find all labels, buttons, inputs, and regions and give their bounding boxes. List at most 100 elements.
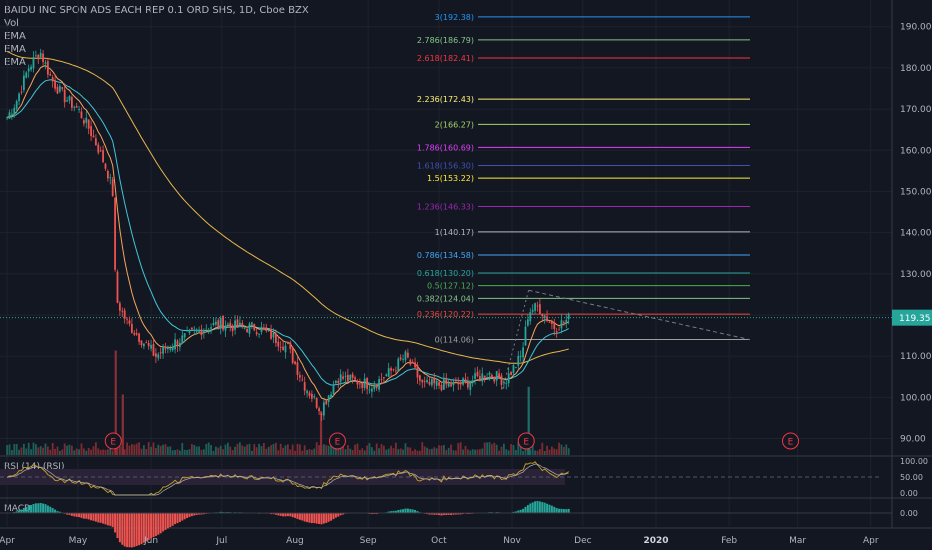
volume-bar <box>306 449 308 455</box>
volume-bar <box>226 442 229 455</box>
candle-body <box>560 320 563 329</box>
volume-bar <box>190 444 193 455</box>
candle-body <box>8 112 11 119</box>
volume-bar <box>298 444 301 455</box>
fib-level-label: 1.236(146.33) <box>417 203 474 212</box>
candle-body <box>123 310 126 319</box>
macd-histogram-bar <box>406 508 409 513</box>
rsi-signal-line <box>7 463 569 496</box>
volume-bar <box>430 448 433 455</box>
candle-body <box>286 343 289 345</box>
macd-histogram-bar <box>447 513 450 515</box>
volume-bar <box>94 442 97 455</box>
volume-bar <box>286 444 289 455</box>
candle-body <box>277 341 280 347</box>
volume-bar <box>207 442 210 455</box>
volume-bar <box>279 443 282 455</box>
earnings-marker[interactable]: E <box>517 432 535 450</box>
candle-body <box>109 177 112 179</box>
candle-body <box>337 380 340 384</box>
macd-histogram-bar <box>397 509 400 513</box>
candle-body <box>524 326 527 346</box>
earnings-marker-circle <box>104 432 122 450</box>
volume-bar <box>322 444 325 455</box>
volume-bar <box>349 448 352 455</box>
candle-body <box>306 390 308 394</box>
macd-histogram-bar <box>318 513 321 525</box>
candle-body <box>188 329 191 334</box>
macd-histogram-bar <box>80 513 83 518</box>
volume-bar <box>87 447 90 455</box>
macd-histogram-bar <box>538 501 541 513</box>
candle-body <box>176 340 179 346</box>
candle-body <box>140 340 143 346</box>
legend-ema-1[interactable]: EMA <box>4 31 26 42</box>
volume-bar <box>315 442 318 455</box>
candle-body <box>332 384 335 394</box>
volume-bar <box>73 450 76 455</box>
volume-bar <box>394 442 397 455</box>
candle-body <box>442 379 445 390</box>
fib-level-label: 1(140.17) <box>435 228 474 237</box>
volume-bar <box>178 450 181 455</box>
volume-bar <box>358 450 361 455</box>
volume-bar <box>90 449 92 455</box>
time-axis-label: Jul <box>215 536 227 546</box>
macd-pane-label[interactable]: MACD <box>4 504 31 514</box>
candle-body <box>193 329 196 331</box>
volume-bar <box>61 449 64 455</box>
candle-body <box>517 355 520 366</box>
volume-bar <box>243 446 246 455</box>
volume-bar <box>416 450 419 455</box>
macd-histogram-bar <box>459 513 462 515</box>
earnings-marker[interactable]: E <box>328 432 346 450</box>
candle-body <box>282 346 284 351</box>
candle-body <box>224 325 227 331</box>
macd-histogram-bar <box>291 513 294 518</box>
macd-histogram-bar <box>387 511 390 513</box>
candle-body <box>130 323 133 333</box>
macd-histogram-bar <box>454 513 457 515</box>
rsi-axis-label: 100.00 <box>900 457 928 466</box>
earnings-marker-label: E <box>788 438 794 448</box>
macd-histogram-bar <box>171 513 174 526</box>
macd-histogram-bar <box>157 513 160 535</box>
macd-histogram-bar <box>121 513 124 545</box>
earnings-marker[interactable]: E <box>104 432 122 450</box>
macd-histogram-bar <box>118 513 121 543</box>
macd-histogram-bar <box>310 513 313 524</box>
macd-histogram-bar <box>109 513 112 526</box>
volume-bar <box>531 443 534 455</box>
candle-body <box>483 375 486 379</box>
macd-histogram-bar <box>457 513 460 515</box>
volume-bar <box>37 447 40 455</box>
candle-body <box>514 366 517 368</box>
volume-bar <box>457 443 460 455</box>
macd-histogram-bar <box>145 513 148 542</box>
volume-bar <box>464 445 467 455</box>
candle-body <box>426 379 428 383</box>
candle-body <box>558 329 560 331</box>
candle-body <box>126 318 128 320</box>
macd-histogram-bar <box>308 513 311 523</box>
candle-body <box>548 322 551 323</box>
symbol-title[interactable]: BAIDU INC SPON ADS EACH REP 0.1 ORD SHS,… <box>4 5 309 16</box>
macd-histogram-bar <box>75 513 78 517</box>
legend-ema-2[interactable]: EMA <box>4 44 26 55</box>
volume-bar <box>409 447 412 455</box>
volume-bar <box>418 450 421 455</box>
candle-body <box>183 333 186 338</box>
volume-bar <box>435 448 438 455</box>
candle-body <box>152 344 155 356</box>
earnings-marker[interactable]: E <box>782 432 800 450</box>
candle-body <box>378 379 380 390</box>
macd-histogram-bar <box>550 505 553 513</box>
macd-histogram-bar <box>22 508 25 513</box>
volume-bar <box>13 444 16 455</box>
legend-ema-3[interactable]: EMA <box>4 57 26 68</box>
legend-vol[interactable]: Vol <box>4 18 19 29</box>
volume-bar <box>510 444 512 455</box>
volume-bar <box>462 449 464 455</box>
candles <box>6 48 570 421</box>
